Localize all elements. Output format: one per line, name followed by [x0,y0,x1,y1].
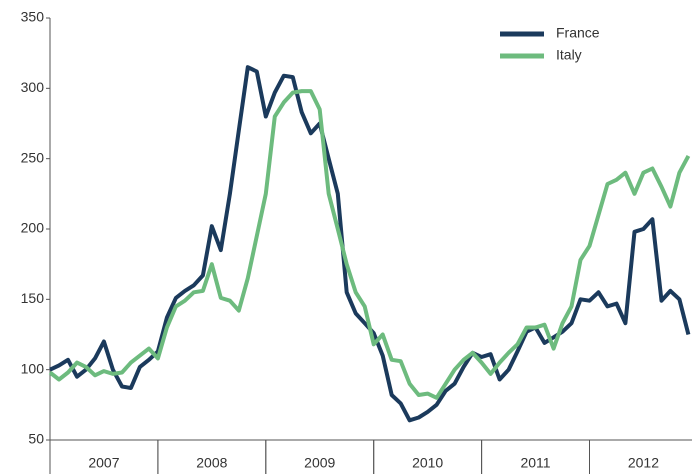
series-line [49,65,691,423]
x-tick-label: 2009 [304,455,335,471]
series-line [48,89,691,400]
y-tick-label: 150 [21,290,45,306]
x-tick-label: 2008 [196,455,227,471]
x-tick-label: 2011 [520,455,550,471]
y-tick-label: 300 [21,79,45,95]
legend-label: France [556,25,600,41]
legend-label: Italy [556,47,582,63]
y-tick-label: 250 [21,149,45,165]
x-tick-label: 2012 [628,455,659,471]
y-tick-label: 200 [21,220,45,236]
x-tick-label: 2010 [412,455,443,471]
y-tick-label: 50 [28,431,44,447]
y-tick-label: 100 [21,360,45,376]
y-tick-label: 350 [21,9,45,25]
x-tick-label: 2007 [88,455,119,471]
